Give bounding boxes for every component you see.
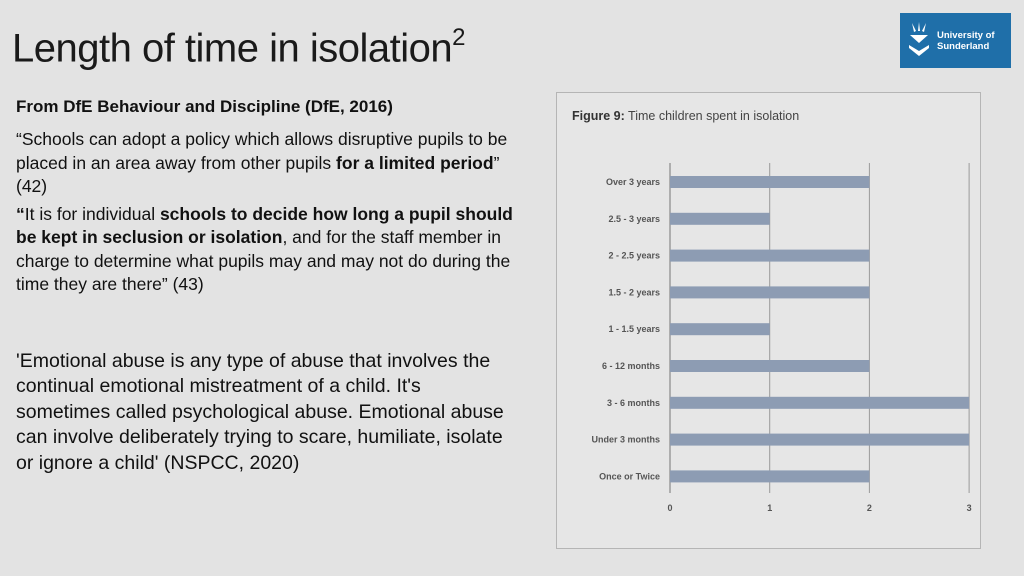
category-label: 2.5 - 3 years: [608, 214, 660, 224]
quote-2-text-a: It is for individual: [24, 203, 160, 224]
logo-line-2: Sunderland: [937, 40, 990, 52]
bar: [670, 212, 770, 225]
source-heading: From DfE Behaviour and Discipline (DfE, …: [16, 97, 393, 116]
quote-paragraph-1: “Schools can adopt a policy which allows…: [16, 128, 516, 199]
x-tick-label: 3: [967, 503, 972, 513]
x-tick-label: 1: [767, 503, 772, 513]
quote-2-open-mark: “: [16, 203, 25, 224]
bar: [670, 286, 870, 299]
bar: [670, 323, 770, 336]
bar: [670, 176, 870, 188]
category-label: Once or Twice: [599, 471, 660, 481]
university-crest-icon: [909, 21, 929, 56]
category-label: 1.5 - 2 years: [608, 287, 660, 297]
text-column: From DfE Behaviour and Discipline (DfE, …: [16, 96, 516, 476]
category-label: Over 3 years: [606, 177, 660, 187]
bar: [670, 396, 970, 409]
category-label: 3 - 6 months: [607, 398, 660, 408]
bar-chart: 0 1 2 3 Over 3 years 2.5 - 3 years 2 - 2.5 yea…: [591, 163, 972, 513]
figure-caption: Figure 9: Time children spent in isolati…: [572, 109, 799, 123]
title-superscript: 2: [452, 24, 465, 51]
quote-1-bold: for a limited period: [336, 152, 494, 173]
figure-caption-text: Time children spent in isolation: [628, 109, 800, 123]
quote-2-bold: schools to decide how long a pupil shoul…: [16, 203, 513, 248]
slide-title: Length of time in isolation2: [12, 24, 465, 71]
bar: [670, 249, 870, 262]
x-tick-label: 2: [867, 503, 872, 513]
figure-caption-label: Figure 9:: [572, 109, 625, 123]
quote-1-text-c: ” (42): [16, 152, 500, 197]
category-label: 1 - 1.5 years: [608, 324, 660, 334]
category-label: 2 - 2.5 years: [608, 251, 660, 261]
quote-paragraph-2: “It is for individual schools to decide …: [16, 203, 516, 297]
bar: [670, 360, 870, 372]
bar: [670, 433, 970, 446]
logo-text: University of Sunderland: [937, 30, 995, 52]
x-tick-label: 0: [667, 503, 672, 513]
bar: [670, 470, 870, 483]
category-label: Under 3 months: [591, 435, 660, 445]
figure-panel: Figure 9: Time children spent in isolati…: [556, 92, 981, 549]
slide-title-text: Length of time in isolation: [12, 26, 453, 71]
category-label: 6 - 12 months: [602, 361, 660, 371]
university-logo: University of Sunderland: [900, 13, 1011, 68]
quote-1-text-a: “Schools can adopt a policy which allows…: [16, 129, 508, 173]
logo-line-1: University of: [937, 29, 995, 41]
emotional-abuse-definition: 'Emotional abuse is any type of abuse th…: [16, 349, 504, 474]
quote-2-text-c: , and for the staff member in charge to …: [16, 227, 511, 294]
